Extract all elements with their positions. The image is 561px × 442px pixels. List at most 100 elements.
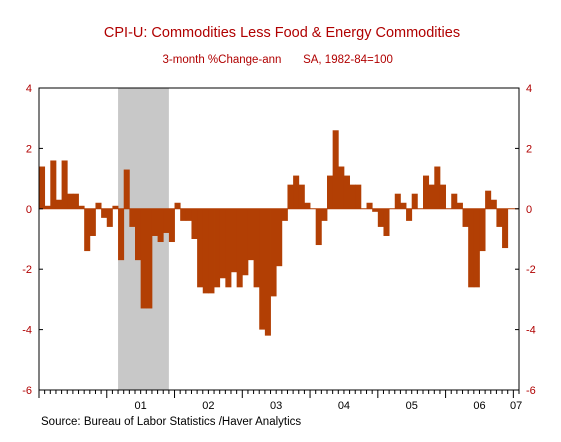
bar: [50, 160, 57, 209]
bar: [502, 208, 509, 249]
bar: [423, 175, 430, 209]
bar: [202, 208, 209, 294]
x-tick-label: 06: [473, 400, 485, 412]
bar: [332, 130, 339, 209]
bar: [118, 208, 125, 261]
y-tick-label-left: 2: [26, 143, 32, 155]
bar: [383, 208, 390, 236]
bar: [315, 208, 322, 246]
bar: [197, 208, 204, 288]
bar: [101, 208, 108, 218]
bar: [157, 208, 164, 243]
bar: [44, 205, 51, 209]
y-tick-label-right: 2: [526, 143, 532, 155]
x-tick-label: 03: [270, 400, 282, 412]
bar: [349, 184, 356, 209]
x-tick-label: 01: [135, 400, 147, 412]
y-tick-label-left: 4: [26, 83, 32, 95]
bar: [406, 208, 413, 221]
x-tick-label: 07: [510, 400, 522, 412]
bar: [84, 208, 91, 252]
bar: [355, 184, 362, 209]
y-tick-label-left: -6: [22, 385, 32, 397]
bar: [112, 205, 119, 209]
y-tick-label-left: 0: [26, 204, 32, 216]
y-tick-label-left: -2: [22, 264, 32, 276]
bar: [276, 208, 283, 267]
bar: [473, 208, 480, 288]
bar: [236, 208, 243, 288]
bar: [377, 208, 384, 227]
bar: [439, 184, 446, 209]
bar: [191, 208, 198, 239]
bar: [327, 175, 334, 209]
bar: [72, 193, 79, 209]
bar: [89, 208, 96, 236]
bar: [293, 175, 300, 209]
plot-area: 4 4 2 2 0 0 -2 -2 -4 -4 -6 -6 01 02 03 04 05 06 07: [22, 83, 536, 412]
bar: [264, 208, 271, 336]
bar: [78, 205, 85, 209]
bar: [55, 199, 62, 209]
bar: [163, 208, 170, 233]
bar: [225, 208, 232, 288]
bar: [281, 208, 288, 221]
chart-subtitle-right: SA, 1982-84=100: [303, 54, 393, 66]
bar: [253, 208, 260, 288]
bar: [67, 193, 74, 209]
chart-title: CPI-U: Commodities Less Food & Energy Co…: [104, 25, 460, 41]
bar: [343, 175, 350, 209]
bar: [146, 208, 153, 309]
y-tick-label-right: -4: [526, 325, 536, 337]
x-tick-label: 05: [406, 400, 418, 412]
bar: [462, 208, 469, 227]
bar: [168, 208, 175, 243]
bar: [321, 208, 328, 221]
bar: [485, 190, 492, 209]
bar: [451, 193, 458, 209]
y-tick-label-right: -2: [526, 264, 536, 276]
plot-frame: [38, 87, 520, 391]
bar: [135, 208, 142, 261]
bar: [231, 208, 238, 273]
bar: [259, 208, 266, 330]
y-tick-label-right: 4: [526, 83, 532, 95]
bar: [434, 166, 441, 209]
bar: [287, 184, 294, 209]
bar: [247, 208, 254, 261]
bar: [61, 160, 68, 209]
bar: [39, 166, 46, 209]
bar: [174, 202, 181, 209]
bar: [394, 193, 401, 209]
bar: [208, 208, 215, 294]
bar: [123, 169, 130, 209]
bar: [185, 208, 192, 221]
bar: [180, 208, 187, 221]
bar: [214, 208, 221, 288]
x-tick-label: 02: [202, 400, 214, 412]
bar: [298, 184, 305, 209]
bar: [428, 184, 435, 209]
bar: [496, 208, 503, 227]
bar: [95, 202, 102, 209]
y-tick-label-left: -4: [22, 325, 32, 337]
bar: [479, 208, 486, 252]
bar: [129, 208, 136, 227]
bar: [219, 208, 226, 279]
bar: [372, 208, 379, 212]
bar: [411, 193, 418, 209]
y-tick-label-right: 0: [526, 204, 532, 216]
x-tick-label: 04: [338, 400, 350, 412]
bar: [304, 202, 311, 209]
y-tick-label-right: -6: [526, 385, 536, 397]
source-note: Source: Bureau of Labor Statistics /Have…: [41, 416, 301, 428]
bar: [456, 202, 463, 209]
bar: [468, 208, 475, 288]
bar: [490, 199, 497, 209]
bar: [338, 166, 345, 209]
chart-subtitle-left: 3-month %Change-ann: [163, 54, 282, 66]
bar: [140, 208, 147, 309]
bar: [151, 208, 158, 236]
bar: [400, 202, 407, 209]
